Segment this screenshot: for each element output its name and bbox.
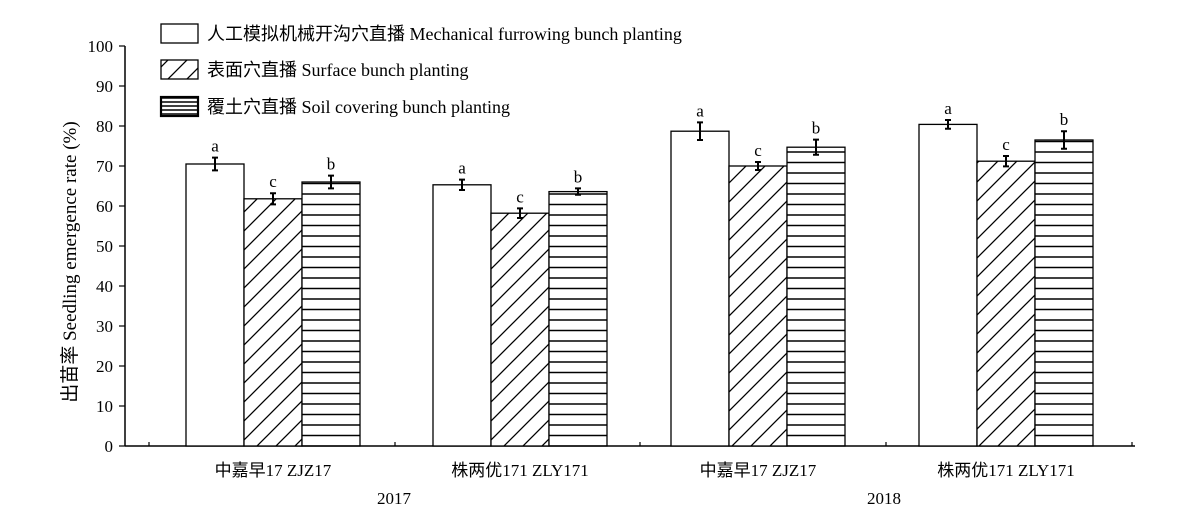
legend-label: 人工模拟机械开沟穴直播 Mechanical furrowing bunch p…	[207, 24, 682, 44]
x-tick-label: 株两优171 ZLY171	[451, 461, 589, 480]
bar-diagonal-2	[490, 212, 550, 447]
significance-letter: c	[1002, 135, 1010, 154]
bar-diagonal-3	[728, 165, 788, 447]
bar-horizontal-4	[1034, 139, 1094, 447]
error-bar	[459, 178, 465, 191]
legend-swatch-open	[160, 23, 199, 44]
bar-horizontal-2	[548, 190, 608, 447]
significance-letter: a	[696, 101, 704, 120]
y-tick-label: 50	[96, 237, 113, 256]
y-tick-label: 100	[88, 37, 114, 56]
significance-letter: c	[269, 172, 277, 191]
legend: 人工模拟机械开沟穴直播 Mechanical furrowing bunch p…	[159, 23, 682, 118]
error-bar	[813, 138, 819, 156]
bar-diagonal-4	[976, 160, 1036, 447]
significance-letters: a a a a c c c c b b b b	[211, 99, 1068, 206]
error-bars	[212, 119, 1067, 219]
legend-swatch-horizontal	[159, 95, 200, 118]
significance-letter: b	[812, 119, 821, 138]
y-tick-label: 90	[96, 77, 113, 96]
error-bar	[945, 119, 951, 130]
legend-label: 覆土穴直播 Soil covering bunch planting	[207, 97, 510, 117]
significance-letter: a	[211, 137, 219, 156]
bar-open-1	[185, 163, 245, 447]
error-bar	[270, 192, 276, 206]
y-tick-label: 40	[96, 277, 113, 296]
y-tick-label: 20	[96, 357, 113, 376]
bar-diagonal-1	[243, 198, 303, 447]
significance-letter: b	[574, 167, 583, 186]
x-tick-label: 中嘉早17 ZJZ17	[215, 461, 332, 480]
legend-swatch-diagonal	[160, 59, 199, 80]
legend-label: 表面穴直播 Surface bunch planting	[207, 60, 468, 80]
error-bar	[697, 121, 703, 141]
bar-horizontal-3	[786, 146, 846, 447]
significance-letter: c	[754, 141, 762, 160]
y-tick-label: 60	[96, 197, 113, 216]
error-bar	[755, 161, 761, 171]
error-bar	[575, 187, 581, 196]
error-bar	[1003, 155, 1009, 168]
year-label: 2018	[867, 489, 901, 508]
error-bar	[517, 207, 523, 219]
year-label: 2017	[377, 489, 412, 508]
error-bar	[212, 156, 218, 172]
x-tick-label: 中嘉早17 ZJZ17	[700, 461, 817, 480]
y-tick-label: 0	[105, 437, 114, 456]
significance-letter: c	[516, 187, 524, 206]
error-bar	[1061, 130, 1067, 150]
y-tick-label: 30	[96, 317, 113, 336]
bar-horizontal-1	[301, 181, 361, 447]
y-axis: 0 10 20 30 40 50 60 70 80 90 100	[88, 37, 126, 456]
significance-letter: b	[1060, 110, 1069, 129]
error-bar	[328, 174, 334, 190]
significance-letter: a	[458, 159, 466, 178]
bar-open-2	[432, 184, 492, 447]
significance-letter: b	[327, 155, 336, 174]
bars	[185, 123, 1094, 447]
bar-open-3	[670, 130, 730, 447]
y-axis-label: 出苗率 Seedling emergence rate (%)	[59, 121, 81, 402]
bar-open-4	[918, 123, 978, 447]
y-tick-label: 10	[96, 397, 113, 416]
x-tick-label: 株两优171 ZLY171	[937, 461, 1075, 480]
y-tick-label: 70	[96, 157, 113, 176]
significance-letter: a	[944, 99, 952, 118]
x-axis: 中嘉早17 ZJZ17 株两优171 ZLY171 中嘉早17 ZJZ17 株两优17…	[125, 442, 1135, 508]
y-tick-label: 80	[96, 117, 113, 136]
